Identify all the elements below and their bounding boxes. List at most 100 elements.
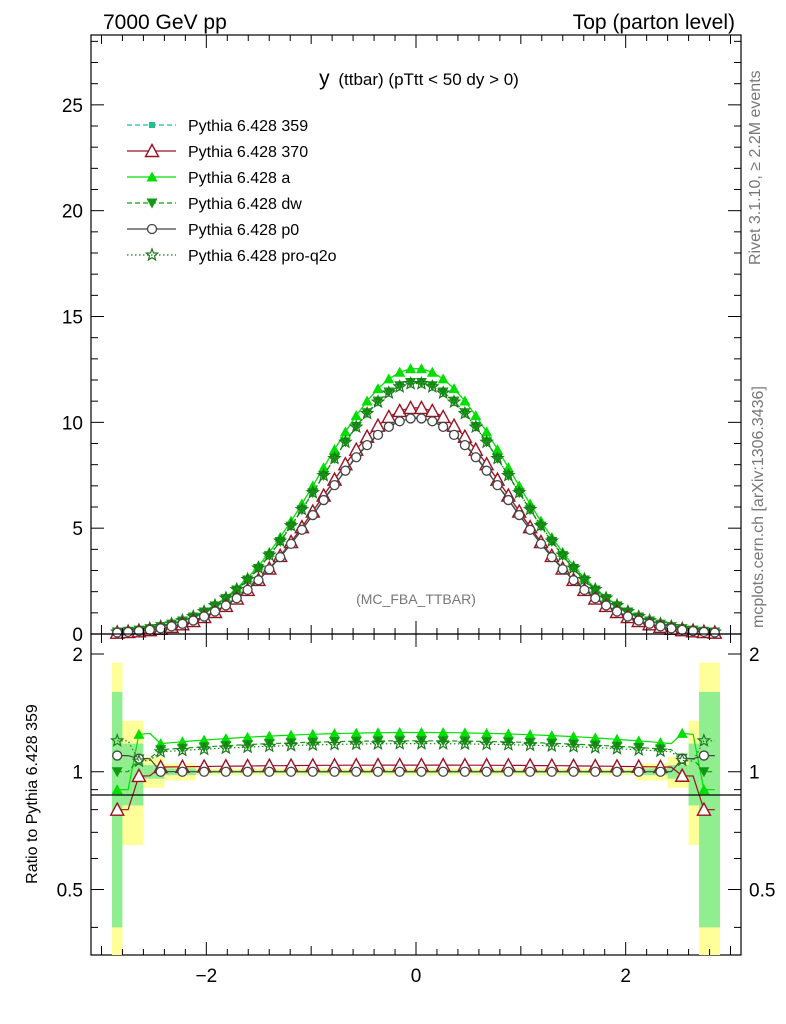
data-point (262, 547, 277, 562)
x-tick-label: 2 (620, 966, 631, 987)
ratio-point (437, 727, 449, 738)
data-point (589, 585, 601, 596)
legend-marker (146, 198, 158, 209)
ratio-point (655, 766, 666, 777)
ratio-point (264, 766, 275, 777)
ratio-point (437, 736, 449, 747)
ratio-point (351, 766, 362, 777)
ratio-point (242, 731, 254, 742)
ratio-point (285, 766, 297, 777)
ratio-point (350, 736, 362, 747)
ratio-point (155, 745, 167, 756)
ratio-point (329, 737, 341, 748)
data-point (446, 394, 462, 409)
ratio-point (372, 766, 384, 777)
main-y-tick-label: 10 (62, 413, 83, 434)
data-point (220, 600, 232, 611)
data-point (522, 501, 538, 516)
ratio-point (435, 736, 451, 750)
ratio-point (590, 766, 601, 777)
ratio-point (131, 767, 147, 783)
ratio-point (220, 741, 232, 752)
ratio-band-green (688, 743, 700, 806)
data-point (283, 517, 299, 532)
ratio-point (696, 801, 712, 816)
ratio-band-green (667, 765, 679, 779)
ratio-point (109, 733, 125, 747)
ratio-point (307, 728, 319, 739)
ratio-point (503, 766, 514, 777)
x-tick-label: −2 (195, 966, 217, 987)
energy-label: 7000 GeV pp (103, 11, 227, 34)
ratio-point (698, 767, 710, 778)
data-point (392, 379, 407, 393)
data-point (327, 450, 342, 465)
data-point (316, 467, 331, 482)
ratio-plot-panel: 0.5 0.5 1 1 2 2 Ratio to Pythia 6.428 359 −2 0… (24, 35, 775, 987)
main-y-axis: 0 5 10 15 20 25 (62, 40, 741, 646)
data-point (524, 524, 536, 535)
data-point (370, 394, 386, 409)
main-y-tick-label: 20 (62, 202, 83, 223)
ratio-point (415, 736, 427, 747)
ratio-point (459, 736, 471, 747)
ratio-point (111, 767, 123, 778)
ratio-curve-group (109, 757, 715, 816)
ratio-point (285, 729, 297, 740)
data-point (503, 494, 514, 506)
ratio-point (242, 766, 253, 777)
data-point (491, 443, 503, 454)
legend-marker (146, 223, 158, 235)
ratio-point (175, 742, 190, 757)
ratio-point (568, 739, 580, 750)
ratio-point (109, 801, 125, 816)
data-point (448, 429, 460, 441)
ratio-point (198, 766, 210, 777)
data-point (383, 387, 395, 398)
data-point (381, 385, 397, 400)
data-point (490, 450, 505, 465)
ratio-point (307, 766, 318, 777)
x-axis: −2 0 2 (100, 35, 732, 987)
legend-marker (144, 247, 160, 262)
ratio-point (674, 752, 690, 767)
ratio-point (524, 766, 536, 777)
ratio-point (546, 730, 558, 741)
ratio-y-axis: 0.5 0.5 1 1 2 2 (57, 645, 775, 928)
ratio-point (394, 766, 405, 777)
ratio-point (196, 741, 212, 756)
rivet-label: Rivet 3.1.10, ≥ 2.2M events (747, 70, 764, 265)
data-point (416, 413, 427, 424)
ratio-point (372, 727, 384, 738)
ratio-point (394, 727, 406, 738)
ratio-point (546, 766, 557, 777)
ratio-y-tick-label: 0.5 (57, 880, 83, 901)
data-point (424, 402, 440, 418)
main-y-tick-label: 5 (72, 519, 83, 540)
data-point (437, 373, 449, 384)
data-point (448, 383, 460, 394)
ratio-point (653, 743, 668, 758)
data-point (405, 413, 416, 424)
data-point (251, 560, 266, 575)
data-point (535, 538, 547, 550)
ratio-point (524, 729, 536, 740)
ratio-y-tick-label: 1 (72, 763, 83, 784)
ratio-curve-group (109, 733, 715, 768)
ratio-point (155, 766, 166, 777)
ratio-point (198, 734, 210, 745)
ratio-point (220, 733, 232, 744)
plot-title: y (ttbar) (pTtt < 50 dy > 0) (319, 67, 519, 90)
ratio-point (633, 766, 644, 777)
data-point (459, 439, 471, 451)
data-point (533, 517, 549, 532)
data-point (501, 467, 516, 482)
ratio-point (414, 735, 429, 750)
legend-entry: Pythia 6.428 dw (127, 196, 302, 213)
data-point (359, 405, 375, 420)
ratio-y-tick-label-right: 1 (749, 763, 760, 784)
ratio-point (481, 727, 493, 738)
legend-entry: Pythia 6.428 370 (127, 143, 308, 161)
legend-entry: Pythia 6.428 pro-q2o (127, 247, 337, 265)
data-point (392, 402, 408, 418)
